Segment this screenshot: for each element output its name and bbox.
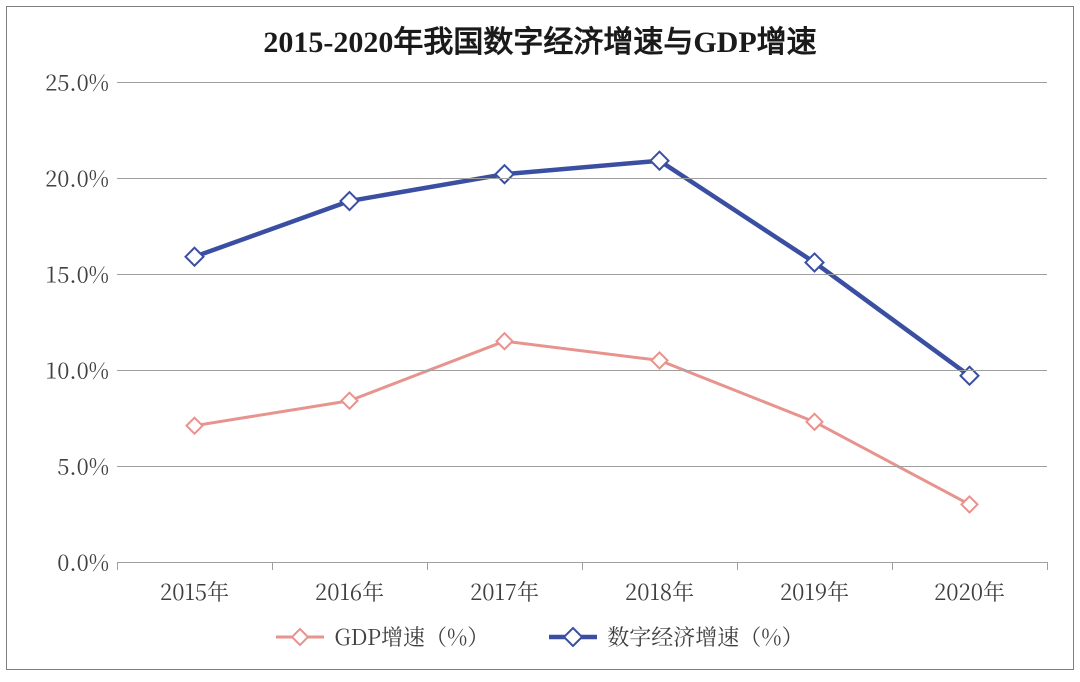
series-marker (652, 352, 668, 368)
grid-line (117, 466, 1047, 467)
chart-container: 2015-2020年我国数字经济增速与GDP增速 0.0%5.0%10.0%15… (6, 6, 1074, 670)
legend-swatch (549, 627, 597, 647)
x-tick-label: 2016年 (315, 576, 384, 607)
x-tick-label: 2020年 (934, 576, 1005, 607)
series-marker (496, 165, 514, 183)
x-tick-mark (272, 562, 273, 570)
legend: GDP增速（%） 数字经济增速（%） (7, 621, 1073, 654)
legend-item: GDP增速（%） (276, 621, 489, 652)
x-tick-label: 2019年 (780, 576, 849, 607)
x-tick-label: 2017年 (470, 576, 539, 607)
series-marker (342, 393, 358, 409)
x-tick-mark (892, 562, 893, 570)
x-tick-mark (582, 562, 583, 570)
x-tick-mark (427, 562, 428, 570)
legend-label: GDP增速（%） (334, 621, 489, 652)
series-marker (807, 414, 823, 430)
series-marker (341, 192, 359, 210)
series-line (195, 161, 970, 376)
grid-line (117, 370, 1047, 371)
chart-title: 2015-2020年我国数字经济增速与GDP增速 (7, 17, 1073, 61)
legend-swatch (276, 627, 324, 647)
grid-line (117, 178, 1047, 179)
y-tick-label: 5.0% (57, 451, 109, 482)
y-tick-label: 25.0% (45, 67, 109, 98)
series-line (195, 341, 970, 504)
x-tick-mark (737, 562, 738, 570)
y-tick-label: 15.0% (45, 259, 109, 290)
x-tick-mark (117, 562, 118, 570)
series-marker (497, 333, 513, 349)
y-tick-label: 0.0% (57, 547, 109, 578)
x-tick-mark (1047, 562, 1048, 570)
legend-item: 数字经济增速（%） (549, 621, 803, 652)
series-marker (187, 418, 203, 434)
x-tick-label: 2015年 (160, 576, 229, 607)
series-marker (186, 248, 204, 266)
y-tick-label: 10.0% (45, 355, 109, 386)
grid-line (117, 82, 1047, 83)
series-marker (962, 496, 978, 512)
x-tick-label: 2018年 (625, 576, 694, 607)
y-tick-label: 20.0% (45, 163, 109, 194)
grid-line (117, 274, 1047, 275)
legend-label: 数字经济增速（%） (607, 621, 803, 652)
plot-area: 0.0%5.0%10.0%15.0%20.0%25.0%2015年2016年20… (117, 82, 1047, 562)
chart-lines (117, 82, 1047, 562)
